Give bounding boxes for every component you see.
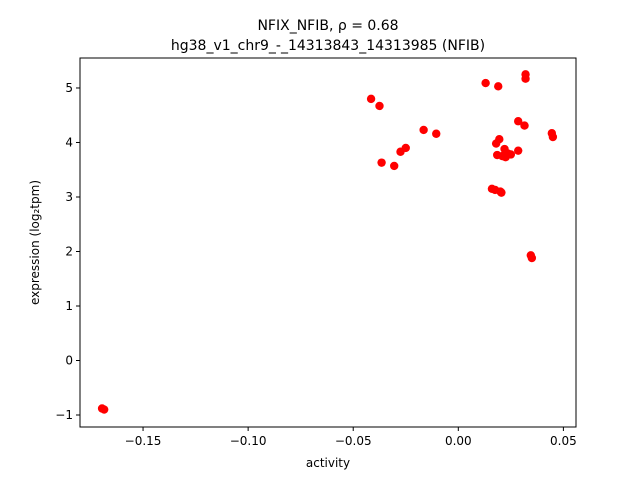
- data-point-24: [514, 146, 523, 155]
- y-tick-label: 3: [65, 190, 73, 204]
- data-point-28: [521, 74, 530, 83]
- data-point-5: [390, 161, 399, 171]
- y-tick-label: 5: [65, 81, 73, 95]
- x-tick-label: 0.00: [445, 434, 472, 448]
- data-point-23: [506, 150, 516, 159]
- data-point-17: [495, 135, 504, 144]
- data-point-3: [375, 101, 384, 111]
- y-tick-label: −1: [55, 408, 73, 422]
- y-tick-label: 1: [65, 299, 73, 313]
- data-point-30: [527, 253, 537, 263]
- x-axis-label: activity: [306, 456, 350, 470]
- data-point-32: [548, 132, 558, 142]
- data-point-1: [99, 405, 109, 414]
- data-point-26: [520, 121, 529, 130]
- chart-title-line2: hg38_v1_chr9_-_14313843_14313985 (NFIB): [171, 38, 485, 54]
- data-point-11: [494, 82, 503, 91]
- y-axis-ticks: −1 0 1 2 3 4 5: [55, 81, 80, 422]
- x-tick-label: −0.05: [335, 434, 372, 448]
- data-point-9: [432, 129, 441, 138]
- y-tick-label: 2: [65, 244, 73, 258]
- chart-title-line1: NFIX_NFIB, ρ = 0.68: [257, 18, 398, 34]
- data-point-2: [366, 94, 376, 104]
- data-points: [97, 70, 558, 414]
- y-axis-label: expression (log₂tpm): [28, 180, 42, 305]
- data-point-7: [401, 143, 410, 153]
- data-point-10: [481, 78, 490, 88]
- x-tick-label: −0.10: [230, 434, 267, 448]
- data-point-4: [377, 158, 386, 167]
- data-point-8: [419, 125, 428, 135]
- data-point-15: [497, 188, 506, 197]
- x-tick-label: −0.15: [125, 434, 162, 448]
- y-tick-label: 4: [65, 135, 73, 149]
- y-tick-label: 0: [65, 354, 73, 368]
- plot-area-frame: [79, 57, 577, 428]
- data-point-25: [514, 117, 523, 126]
- x-tick-label: 0.05: [550, 434, 577, 448]
- x-axis-ticks: −0.15 −0.10 −0.05 0.00 0.05: [125, 427, 577, 448]
